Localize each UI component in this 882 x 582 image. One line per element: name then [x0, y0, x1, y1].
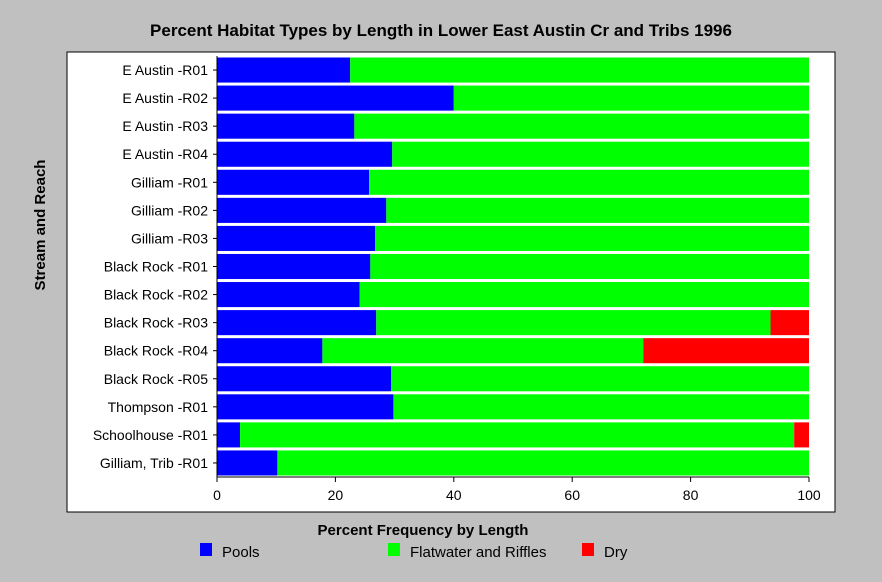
bar-flatwater-and-riffles-e-austin-r03	[354, 113, 809, 139]
bar-pools-gilliam-trib-r01	[217, 450, 278, 476]
y-tick-label: Gilliam -R03	[131, 230, 208, 246]
y-tick-label: E Austin -R02	[122, 90, 208, 106]
y-tick-label: Black Rock -R03	[104, 315, 208, 331]
bar-flatwater-and-riffles-e-austin-r01	[350, 57, 809, 83]
bar-pools-black-rock-r02	[217, 282, 360, 308]
legend: Pools Flatwater and Riffles Dry	[200, 543, 628, 561]
y-tick-label: Black Rock -R04	[104, 343, 208, 359]
x-tick-label: 60	[564, 487, 580, 503]
x-tick-label: 80	[683, 487, 699, 503]
bar-flatwater-and-riffles-black-rock-r02	[359, 282, 809, 308]
bar-flatwater-and-riffles-black-rock-r05	[391, 366, 809, 392]
bar-flatwater-and-riffles-e-austin-r02	[453, 85, 809, 111]
y-tick-label: E Austin -R03	[122, 118, 208, 134]
bar-pools-black-rock-r04	[217, 338, 323, 364]
x-axis-title: Percent Frequency by Length	[318, 522, 529, 539]
bar-flatwater-and-riffles-black-rock-r04	[322, 338, 644, 364]
bar-dry-black-rock-r04	[643, 338, 809, 364]
y-tick-label: Gilliam -R02	[131, 202, 208, 218]
x-axis-ticks: 0 20 40 60 80 100	[213, 477, 821, 503]
bar-pools-e-austin-r03	[217, 113, 355, 139]
bar-pools-black-rock-r01	[217, 253, 371, 280]
bar-flatwater-and-riffles-gilliam-r02	[386, 197, 809, 223]
legend-swatch-flatwater-and-riffles	[388, 543, 400, 556]
bar-flatwater-and-riffles-gilliam-r03	[375, 225, 809, 251]
bar-flatwater-and-riffles-e-austin-r04	[392, 141, 809, 167]
bar-pools-black-rock-r03	[217, 310, 377, 336]
bar-flatwater-and-riffles-gilliam-trib-r01	[277, 450, 809, 476]
bar-flatwater-and-riffles-gilliam-r01	[369, 169, 809, 195]
legend-swatch-dry	[582, 543, 594, 556]
x-tick-label: 100	[797, 487, 821, 503]
legend-label-flatwater-and-riffles: Flatwater and Riffles	[410, 544, 546, 561]
bar-flatwater-and-riffles-black-rock-r03	[376, 310, 771, 336]
legend-label-pools: Pools	[222, 544, 260, 561]
bar-pools-thompson-r01	[217, 394, 394, 420]
y-tick-label: E Austin -R01	[122, 62, 208, 78]
bar-pools-gilliam-r02	[217, 197, 387, 223]
y-tick-label: Black Rock -R02	[104, 287, 208, 303]
y-tick-label: Thompson -R01	[108, 399, 209, 415]
legend-swatch-pools	[200, 543, 212, 556]
y-tick-label: Gilliam, Trib -R01	[100, 455, 208, 471]
bar-pools-e-austin-r01	[217, 57, 351, 83]
y-tick-label: Black Rock -R01	[104, 259, 208, 275]
y-axis-title: Stream and Reach	[32, 160, 49, 291]
y-tick-label: Schoolhouse -R01	[93, 427, 208, 443]
x-tick-label: 20	[328, 487, 344, 503]
y-tick-label: E Austin -R04	[122, 146, 208, 162]
bars-group	[217, 57, 809, 476]
bar-flatwater-and-riffles-black-rock-r01	[370, 253, 809, 280]
bar-pools-gilliam-r03	[217, 225, 376, 251]
x-tick-label: 0	[213, 487, 221, 503]
bar-pools-schoolhouse-r01	[217, 422, 241, 448]
bar-dry-black-rock-r03	[770, 310, 809, 336]
x-tick-label: 40	[446, 487, 462, 503]
y-tick-labels: E Austin -R01 E Austin -R02 E Austin -R03 E…	[93, 62, 217, 471]
bar-pools-e-austin-r02	[217, 85, 454, 111]
y-tick-label: Black Rock -R05	[104, 371, 208, 387]
bar-pools-e-austin-r04	[217, 141, 393, 167]
bar-pools-gilliam-r01	[217, 169, 370, 195]
bar-flatwater-and-riffles-thompson-r01	[393, 394, 809, 420]
y-tick-label: Gilliam -R01	[131, 174, 208, 190]
bar-flatwater-and-riffles-schoolhouse-r01	[240, 422, 795, 448]
bar-pools-black-rock-r05	[217, 366, 392, 392]
legend-label-dry: Dry	[604, 544, 628, 561]
chart-title: Percent Habitat Types by Length in Lower…	[150, 21, 732, 40]
bar-dry-schoolhouse-r01	[794, 422, 809, 448]
